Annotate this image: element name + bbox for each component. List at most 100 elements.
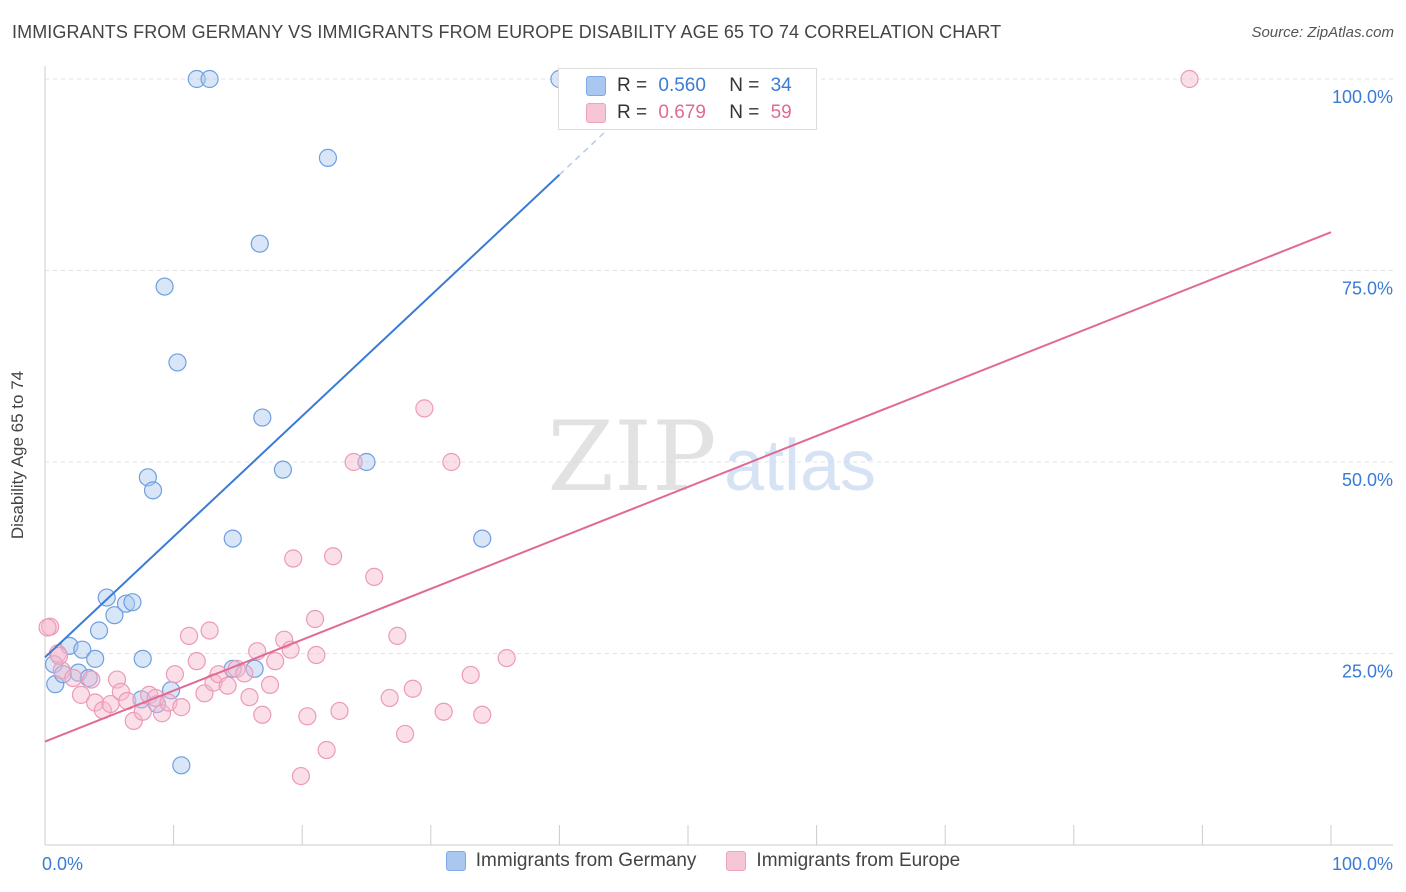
chart-title: IMMIGRANTS FROM GERMANY VS IMMIGRANTS FR…	[12, 22, 1002, 42]
legend-swatch-germany	[445, 851, 466, 871]
europe-n-label: N =	[729, 102, 760, 123]
point-europe	[64, 668, 83, 688]
point-europe	[218, 676, 237, 695]
legend-label-germany: Immigrants from Germany	[475, 850, 697, 871]
legend-label-europe: Immigrants from Europe	[756, 850, 961, 871]
y-tick-label: 100.0%	[1332, 87, 1393, 107]
europe-swatch	[586, 103, 606, 123]
trend-line-germany	[44, 174, 561, 659]
point-europe	[179, 626, 199, 645]
point-germany	[200, 69, 219, 89]
y-axis-label: Disability Age 65 to 74	[8, 370, 27, 540]
point-europe	[253, 705, 272, 724]
source-label: Source: ZipAtlas.com	[1251, 24, 1394, 41]
point-europe	[187, 652, 206, 671]
point-europe	[330, 701, 349, 721]
point-europe	[305, 609, 325, 629]
ticks	[44, 825, 1332, 845]
point-germany	[273, 460, 293, 479]
germany-n-value: 34	[770, 75, 792, 96]
germany-r-value: 0.560	[658, 75, 706, 96]
point-europe	[152, 704, 172, 723]
point-europe	[307, 645, 326, 665]
point-germany	[143, 481, 163, 500]
point-germany	[89, 621, 109, 640]
point-europe	[165, 665, 184, 684]
point-germany	[73, 640, 92, 659]
point-europe	[266, 652, 285, 671]
point-germany	[172, 756, 191, 775]
point-germany	[245, 659, 264, 678]
points-germany	[44, 69, 569, 775]
point-europe	[260, 675, 280, 695]
point-europe	[442, 452, 461, 472]
point-europe	[415, 399, 434, 418]
point-germany	[357, 452, 376, 472]
point-germany	[253, 408, 272, 427]
point-europe	[434, 702, 453, 721]
germany-r-label: R =	[617, 75, 648, 96]
grid-lines	[45, 78, 1393, 654]
y-tick-label: 25.0%	[1342, 662, 1393, 682]
point-europe	[235, 664, 254, 683]
point-europe	[395, 724, 415, 744]
point-europe	[291, 766, 311, 786]
point-germany	[155, 277, 174, 296]
point-germany	[133, 649, 152, 668]
point-germany	[168, 353, 187, 372]
point-europe	[275, 630, 294, 649]
point-germany	[116, 594, 136, 613]
point-europe	[344, 452, 363, 472]
y-tick-label: 50.0%	[1342, 470, 1393, 490]
watermark-zip: ZIP	[547, 401, 716, 513]
point-europe	[388, 626, 407, 645]
point-germany	[223, 529, 242, 548]
axes	[44, 66, 1393, 846]
y-tick-label: 75.0%	[1342, 279, 1393, 299]
point-europe	[240, 688, 259, 707]
point-europe	[111, 682, 130, 701]
watermark-atlas: atlas	[724, 426, 876, 506]
point-europe	[200, 621, 219, 640]
trend-lines	[44, 131, 1332, 743]
point-germany	[123, 593, 142, 612]
point-europe	[82, 670, 101, 689]
bottom-legend: Immigrants from Germany Immigrants from …	[0, 850, 1406, 872]
europe-r-label: R =	[617, 102, 648, 123]
x-tick-label-end: 100.0%	[1332, 854, 1393, 874]
point-europe	[317, 740, 336, 760]
point-europe	[403, 679, 422, 698]
point-germany	[318, 148, 338, 167]
point-germany	[187, 69, 206, 89]
germany-n-label: N =	[729, 75, 760, 96]
point-europe	[365, 567, 384, 587]
trend-line-germany-dashed	[558, 131, 605, 176]
tick-labels: 25.0% 50.0% 75.0% 100.0% 0.0% 100.0%	[42, 87, 1393, 874]
point-europe	[380, 688, 399, 708]
legend-item-europe[interactable]: Immigrants from Europe	[726, 850, 960, 872]
point-germany	[250, 234, 269, 253]
legend-item-germany[interactable]: Immigrants from Germany	[445, 850, 697, 872]
germany-swatch	[586, 76, 606, 96]
point-europe	[298, 707, 317, 726]
point-europe	[50, 646, 69, 665]
x-tick-label-start: 0.0%	[42, 854, 83, 874]
point-europe	[38, 618, 57, 637]
point-europe	[1180, 69, 1199, 89]
trend-line-europe	[44, 231, 1332, 743]
point-europe	[461, 665, 480, 685]
point-germany	[473, 529, 492, 548]
point-germany	[105, 606, 124, 625]
legend-swatch-europe	[726, 851, 747, 871]
point-europe	[86, 693, 105, 712]
point-europe	[473, 705, 492, 724]
point-europe	[284, 549, 303, 568]
europe-n-value: 59	[770, 102, 792, 123]
stats-legend-box: R = 0.560 N = 34 R = 0.679 N = 59	[558, 68, 817, 130]
europe-r-value: 0.679	[658, 102, 706, 123]
point-germany	[97, 588, 116, 607]
point-europe	[172, 698, 191, 717]
point-germany	[86, 649, 105, 668]
point-europe	[71, 685, 91, 704]
